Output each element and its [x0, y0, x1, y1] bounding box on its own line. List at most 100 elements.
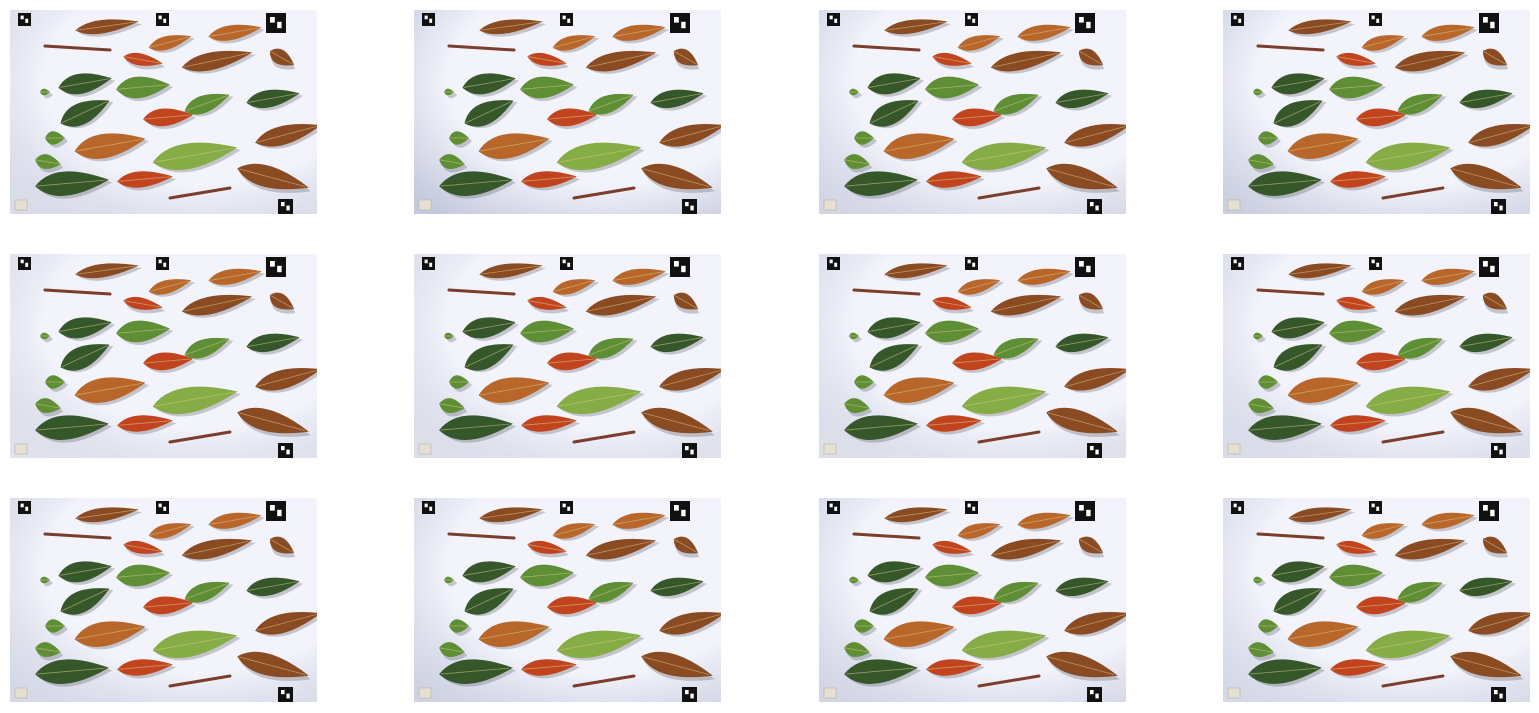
leaf	[208, 24, 266, 44]
leaf	[117, 415, 177, 435]
leaf	[1248, 154, 1277, 173]
fiducial-marker	[1087, 443, 1102, 458]
leaf	[439, 171, 517, 199]
leaf	[45, 131, 68, 148]
leaf	[255, 612, 317, 637]
leaf	[45, 619, 68, 636]
leaf	[1421, 268, 1479, 288]
leaf	[60, 100, 114, 129]
leaf	[75, 507, 143, 525]
leaf	[1288, 507, 1356, 525]
twig	[43, 44, 112, 52]
twig	[168, 430, 232, 444]
leaf	[1288, 263, 1356, 281]
fiducial-marker	[1369, 501, 1382, 514]
leaf	[612, 24, 670, 44]
leaf	[925, 320, 983, 346]
leaf	[585, 294, 660, 318]
leaf	[1046, 651, 1120, 681]
leaf	[961, 386, 1050, 417]
leaf	[444, 332, 457, 343]
leaf-scene	[819, 10, 1126, 214]
twig	[168, 186, 232, 200]
leaf	[612, 512, 670, 532]
leaf-photo-panel	[10, 498, 317, 702]
leaf	[60, 588, 114, 617]
leaf	[650, 577, 708, 599]
leaf	[673, 536, 700, 558]
leaf	[478, 621, 553, 650]
fiducial-marker	[1369, 257, 1382, 270]
leaf	[588, 93, 638, 117]
leaf	[449, 619, 472, 636]
leaf	[1287, 377, 1362, 406]
twig	[1256, 288, 1325, 296]
leaf	[35, 171, 113, 199]
leaf-scene	[1223, 10, 1530, 214]
leaf	[957, 35, 1004, 53]
leaf	[527, 52, 570, 70]
leaf	[552, 35, 599, 53]
leaf	[181, 294, 256, 318]
leaf	[123, 52, 166, 70]
leaf	[58, 561, 116, 585]
leaf-scene	[1223, 254, 1530, 458]
leaf	[993, 93, 1043, 117]
leaf	[1055, 89, 1113, 111]
twig	[977, 430, 1041, 444]
leaf	[1329, 564, 1387, 590]
fiducial-marker	[965, 501, 978, 514]
leaf	[184, 337, 234, 361]
leaf	[844, 171, 922, 199]
leaf	[1336, 296, 1379, 314]
leaf	[464, 100, 518, 129]
fiducial-marker	[278, 687, 293, 702]
leaf	[552, 279, 599, 297]
leaf	[246, 577, 304, 599]
leaf	[464, 344, 518, 373]
leaf	[439, 415, 517, 443]
leaf	[184, 581, 234, 605]
leaf	[1361, 279, 1408, 297]
leaf	[520, 320, 578, 346]
leaf	[990, 50, 1065, 74]
leaf	[844, 415, 922, 443]
fiducial-marker	[1075, 13, 1095, 33]
leaf	[1046, 163, 1120, 193]
fiducial-marker	[1479, 501, 1499, 521]
leaf	[673, 48, 700, 70]
leaf	[116, 76, 174, 102]
leaf	[1064, 368, 1126, 393]
twig	[977, 186, 1041, 200]
leaf	[269, 48, 296, 70]
twig	[572, 186, 636, 200]
leaf	[40, 332, 53, 343]
fiducial-marker	[422, 257, 435, 270]
fiducial-marker	[278, 199, 293, 214]
leaf	[1258, 619, 1281, 636]
leaf	[527, 540, 570, 558]
leaf	[926, 415, 986, 435]
leaf	[152, 142, 241, 173]
leaf	[932, 540, 975, 558]
leaf	[237, 163, 311, 193]
leaf	[1356, 596, 1410, 617]
leaf-scene	[414, 254, 721, 458]
leaf	[237, 651, 311, 681]
fiducial-marker	[1075, 501, 1095, 521]
leaf	[1330, 659, 1390, 679]
leaf	[1397, 581, 1447, 605]
leaf-photo-panel	[819, 498, 1126, 702]
leaf	[479, 19, 547, 37]
leaf	[867, 561, 925, 585]
leaf	[1078, 292, 1105, 314]
leaf	[1064, 124, 1126, 149]
leaf	[925, 76, 983, 102]
leaf	[1468, 124, 1530, 149]
leaf	[462, 73, 520, 97]
leaf	[246, 89, 304, 111]
leaf	[255, 124, 317, 149]
leaf	[869, 100, 923, 129]
leaf	[1248, 659, 1326, 687]
leaf	[1273, 100, 1327, 129]
